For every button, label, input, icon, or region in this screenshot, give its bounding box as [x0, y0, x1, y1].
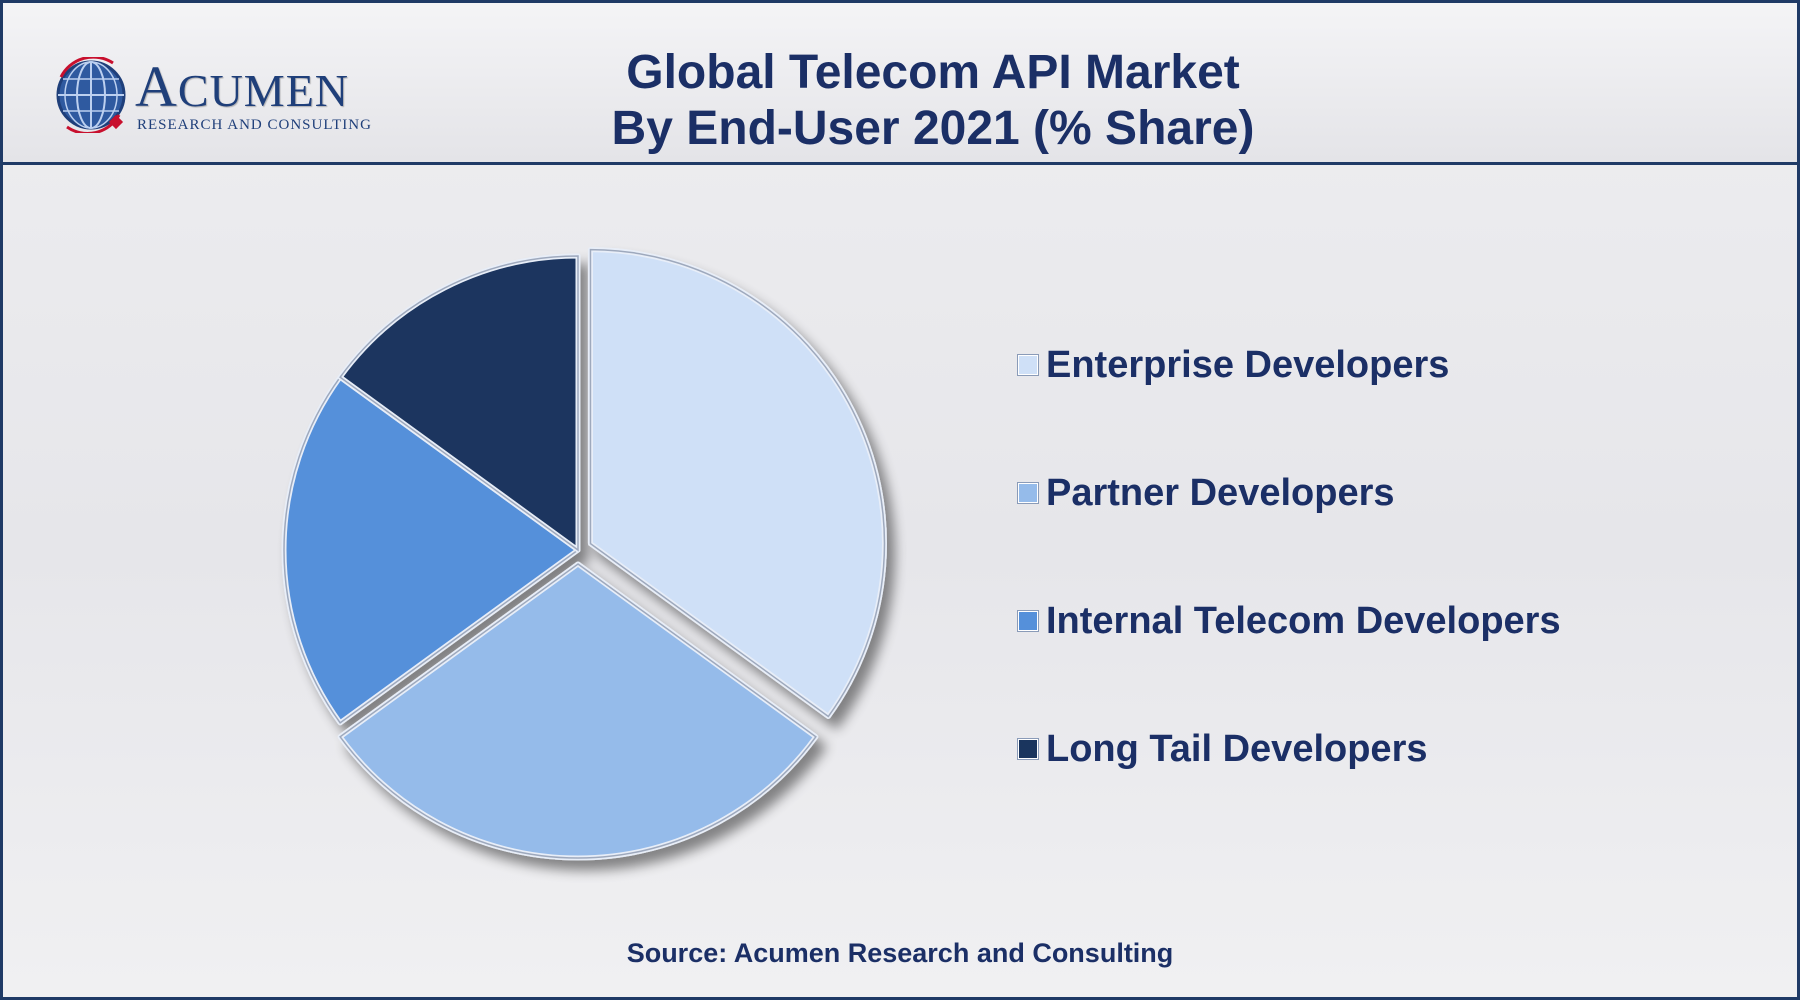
pie-slice-outline: [339, 563, 817, 859]
legend-swatch: [1018, 355, 1038, 375]
legend-label: Long Tail Developers: [1046, 727, 1428, 770]
chart-title-line2: By End-User 2021 (% Share): [611, 102, 1255, 155]
chart-title-line1: Global Telecom API Market: [626, 46, 1240, 99]
logo-wordmark: ACUMEN: [135, 54, 350, 119]
pie-slice-outline: [339, 255, 579, 552]
legend-swatch: [1018, 611, 1038, 631]
legend-item-partner: Partner Developers: [1018, 468, 1395, 518]
pie-slice-outline: [589, 248, 886, 718]
legend-label: Internal Telecom Developers: [1046, 599, 1561, 642]
globe-icon: [56, 57, 126, 133]
legend-label: Enterprise Developers: [1046, 343, 1450, 386]
legend-swatch: [1018, 483, 1038, 503]
legend-swatch: [1018, 739, 1038, 759]
legend-item-enterprise: Enterprise Developers: [1018, 340, 1449, 390]
logo-tagline: RESEARCH AND CONSULTING: [137, 117, 372, 133]
legend-item-internal-telecom: Internal Telecom Developers: [1018, 596, 1561, 646]
source-note: Source: Acumen Research and Consulting: [626, 938, 1174, 968]
header-bar: ACUMEN RESEARCH AND CONSULTING Global Te…: [3, 3, 1797, 165]
acumen-logo: ACUMEN RESEARCH AND CONSULTING: [53, 51, 383, 141]
legend-label: Partner Developers: [1046, 471, 1395, 514]
legend-item-long-tail: Long Tail Developers: [1018, 724, 1427, 774]
pie-slice-outline: [283, 376, 580, 724]
